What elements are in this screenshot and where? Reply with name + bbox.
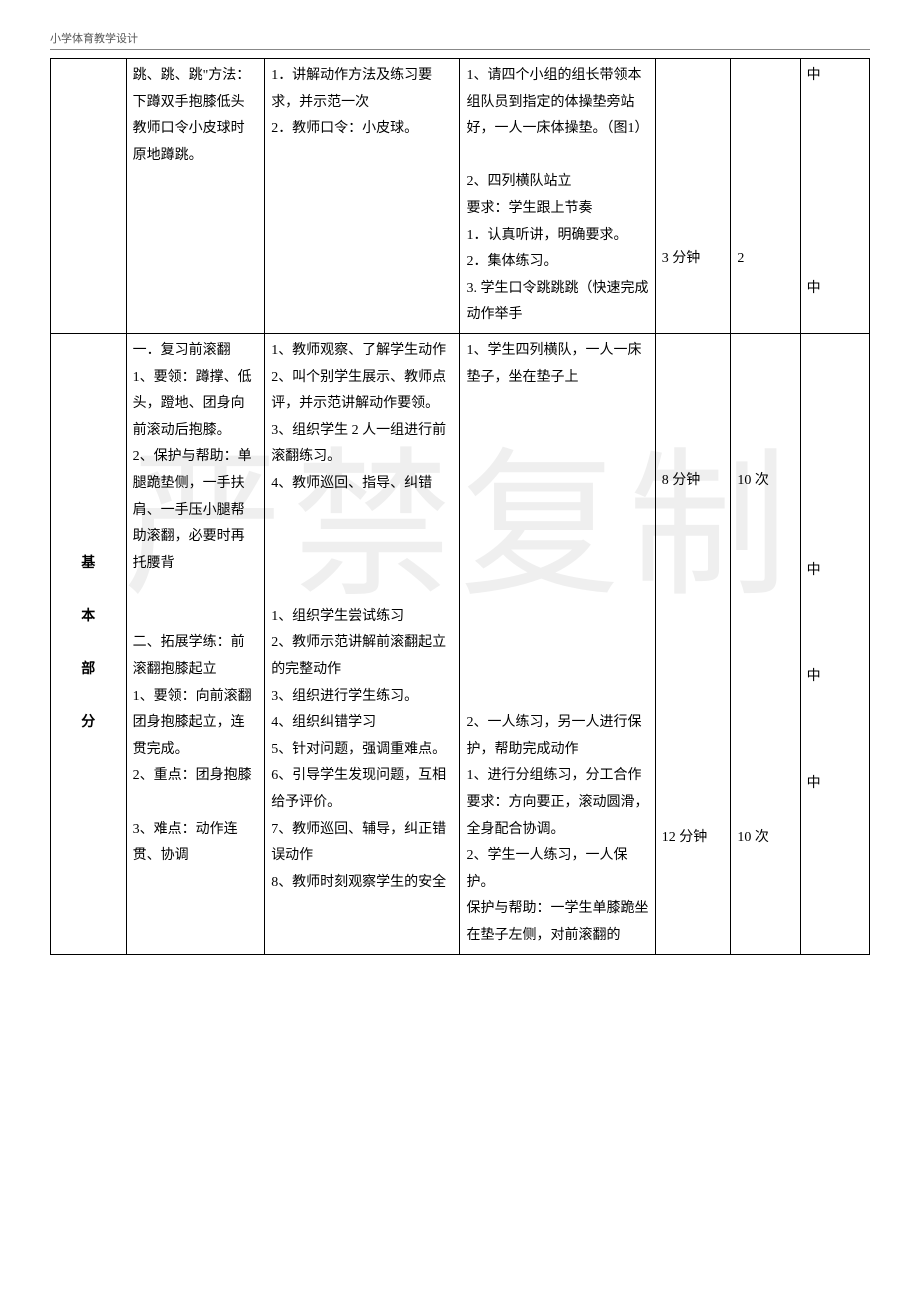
table-row: 跳、跳、跳"方法：下蹲双手抱膝低头教师口令小皮球时原地蹲跳。 1．讲解动作方法及…: [51, 59, 870, 334]
section-cell-blank: [51, 59, 127, 334]
table-row: 基本部分 一．复习前滚翻1、要领：蹲撑、低头，蹬地、团身向前滚动后抱膝。2、保护…: [51, 333, 870, 954]
student-activity-cell: 1、学生四列横队，一人一床垫子，坐在垫子上2、一人练习，另一人进行保护，帮助完成…: [460, 333, 655, 954]
teacher-activity-cell: 1．讲解动作方法及练习要求，并示范一次2．教师口令：小皮球。: [265, 59, 460, 334]
reps-cell: 2: [731, 59, 800, 334]
method-cell: 跳、跳、跳"方法：下蹲双手抱膝低头教师口令小皮球时原地蹲跳。: [126, 59, 265, 334]
time-value-2: 12 分钟: [662, 825, 725, 852]
section-label-basic: 基本部分: [51, 333, 127, 954]
time-cell: 3 分钟: [655, 59, 731, 334]
reps-value-1: 10 次: [737, 468, 793, 495]
intensity-value: 中中中: [807, 558, 863, 797]
page-header: 小学体育教学设计: [50, 30, 870, 50]
reps-cell: 10 次 10 次: [731, 333, 800, 954]
teacher-activity-cell: 1、教师观察、了解学生动作2、叫个别学生展示、教师点评，并示范讲解动作要领。3、…: [265, 333, 460, 954]
time-value-1: 8 分钟: [662, 468, 725, 495]
time-cell: 8 分钟 12 分钟: [655, 333, 731, 954]
reps-value-2: 10 次: [737, 825, 793, 852]
method-cell: 一．复习前滚翻1、要领：蹲撑、低头，蹬地、团身向前滚动后抱膝。2、保护与帮助：单…: [126, 333, 265, 954]
intensity-cell: 中中中: [800, 333, 869, 954]
lesson-plan-table: 跳、跳、跳"方法：下蹲双手抱膝低头教师口令小皮球时原地蹲跳。 1．讲解动作方法及…: [50, 58, 870, 955]
student-activity-cell: 1、请四个小组的组长带领本组队员到指定的体操垫旁站好，一人一床体操垫。（图1）2…: [460, 59, 655, 334]
intensity-cell: 中中: [800, 59, 869, 334]
